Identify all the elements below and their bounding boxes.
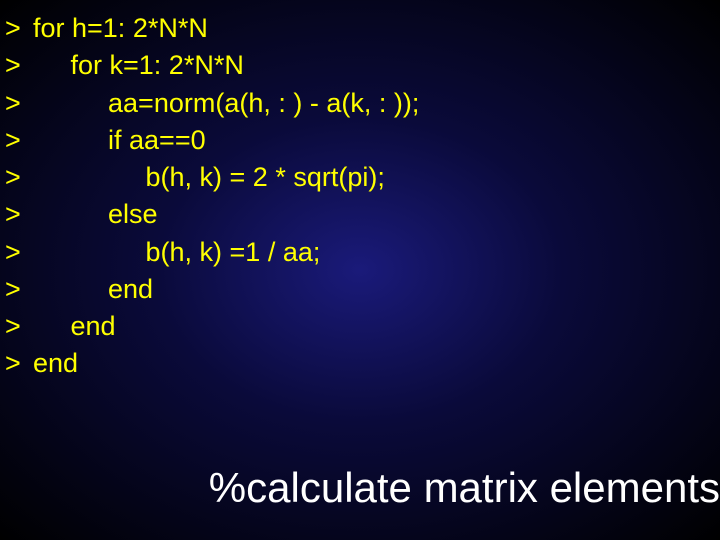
prompt-bullet: > [5, 122, 33, 159]
code-line: > else [5, 196, 715, 233]
prompt-bullet: > [5, 308, 33, 345]
code-line: > b(h, k) = 2 * sqrt(pi); [5, 159, 715, 196]
code-text: end [33, 271, 153, 308]
code-text: b(h, k) = 2 * sqrt(pi); [33, 159, 385, 196]
code-text: b(h, k) =1 / aa; [33, 234, 320, 271]
code-line: > aa=norm(a(h, : ) - a(k, : )); [5, 85, 715, 122]
code-line: > end [5, 271, 715, 308]
prompt-bullet: > [5, 47, 33, 84]
code-block: > for h=1: 2*N*N> for k=1: 2*N*N> aa=nor… [0, 0, 720, 393]
code-text: end [33, 308, 116, 345]
code-line: > if aa==0 [5, 122, 715, 159]
prompt-bullet: > [5, 159, 33, 196]
code-text: for k=1: 2*N*N [33, 47, 244, 84]
code-text: else [33, 196, 158, 233]
prompt-bullet: > [5, 196, 33, 233]
code-text: if aa==0 [33, 122, 206, 159]
code-line: > end [5, 345, 715, 382]
code-text: for h=1: 2*N*N [33, 10, 208, 47]
code-line: > for h=1: 2*N*N [5, 10, 715, 47]
code-text: end [33, 345, 78, 382]
prompt-bullet: > [5, 271, 33, 308]
code-line: > b(h, k) =1 / aa; [5, 234, 715, 271]
prompt-bullet: > [5, 345, 33, 382]
code-line: > end [5, 308, 715, 345]
code-line: > for k=1: 2*N*N [5, 47, 715, 84]
prompt-bullet: > [5, 234, 33, 271]
prompt-bullet: > [5, 85, 33, 122]
comment-text: %calculate matrix elements [209, 464, 720, 512]
code-text: aa=norm(a(h, : ) - a(k, : )); [33, 85, 419, 122]
prompt-bullet: > [5, 10, 33, 47]
